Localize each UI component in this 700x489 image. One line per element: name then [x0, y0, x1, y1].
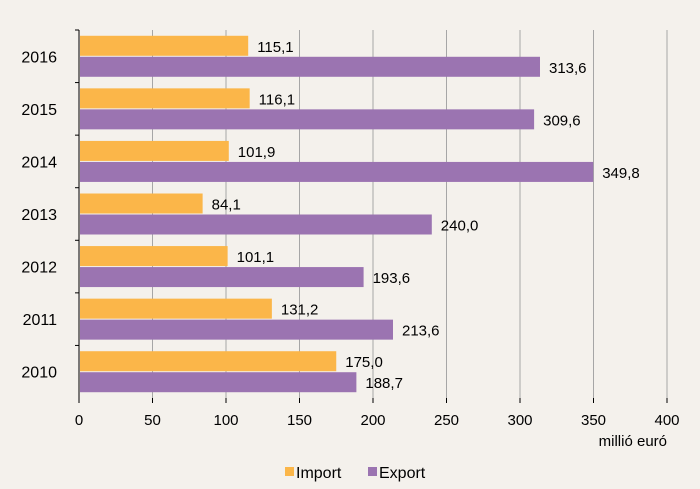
data-label: 175,0	[345, 354, 383, 371]
bar-export	[80, 267, 364, 288]
data-label: 116,1	[259, 91, 295, 108]
legend-swatch-import	[285, 467, 294, 476]
data-label: 131,2	[281, 302, 319, 319]
bar-import	[80, 140, 229, 161]
bar-import	[80, 193, 203, 214]
bar-export	[80, 214, 432, 235]
data-label: 101,1	[237, 249, 275, 266]
y-tick-label: 2010	[21, 365, 57, 382]
x-axis-title: millió euró	[599, 433, 667, 450]
data-label: 213,6	[402, 323, 440, 340]
bar-import	[80, 298, 272, 319]
legend-label-export: Export	[379, 465, 426, 482]
data-label: 349,8	[602, 165, 640, 182]
bar-import	[80, 246, 228, 267]
x-tick-label: 100	[213, 412, 238, 429]
bar-export	[80, 161, 594, 182]
y-tick-label: 2016	[21, 49, 57, 66]
data-label: 115,1	[257, 39, 293, 56]
data-label: 313,6	[549, 60, 587, 77]
legend-swatch-export	[368, 467, 377, 476]
x-tick-label: 0	[75, 412, 83, 429]
x-tick-label: 50	[144, 412, 161, 429]
legend-label-import: Import	[296, 465, 342, 482]
y-tick-label: 2014	[21, 154, 57, 171]
y-tick-label: 2011	[23, 312, 58, 329]
x-tick-label: 400	[654, 412, 679, 429]
bar-import	[80, 88, 250, 109]
data-label: 193,6	[373, 270, 411, 287]
bar-export	[80, 56, 540, 77]
y-tick-label: 2015	[21, 102, 57, 119]
data-label: 84,1	[212, 197, 241, 214]
y-tick-label: 2013	[21, 207, 57, 224]
x-tick-label: 150	[287, 412, 312, 429]
x-tick-label: 250	[434, 412, 459, 429]
x-tick-label: 300	[507, 412, 532, 429]
data-label: 188,7	[365, 375, 403, 392]
x-tick-label: 200	[360, 412, 385, 429]
bar-import	[80, 351, 337, 372]
x-tick-label: 350	[581, 412, 606, 429]
bar-export	[80, 319, 393, 340]
bar-export	[80, 109, 535, 130]
data-label: 101,9	[238, 144, 276, 161]
bar-export	[80, 372, 357, 393]
bar-import	[80, 35, 249, 56]
data-label: 240,0	[441, 218, 479, 235]
data-label: 309,6	[543, 112, 581, 129]
y-tick-label: 2012	[21, 260, 57, 277]
